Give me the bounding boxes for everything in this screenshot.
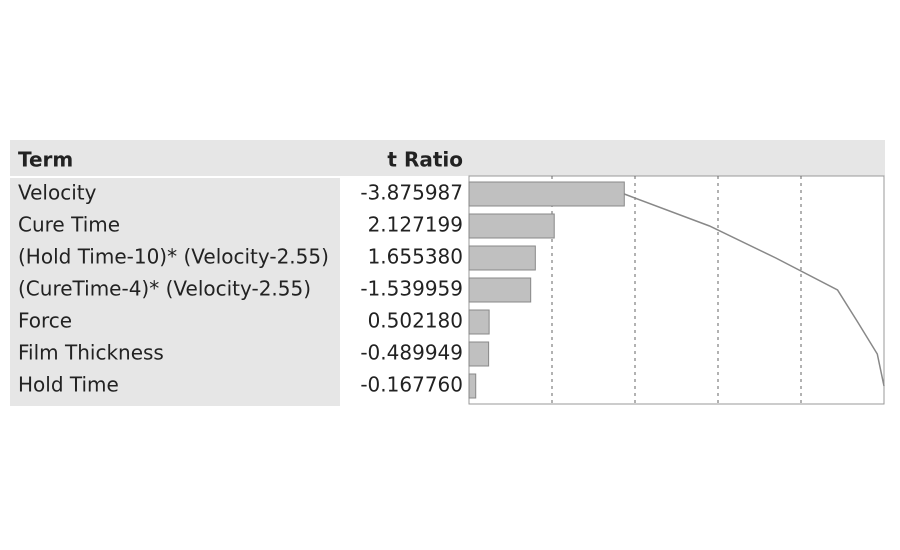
t-ratio: 1.655380 <box>368 245 463 269</box>
bar <box>468 309 490 335</box>
t-ratio: -0.167760 <box>360 373 463 397</box>
t-ratio: 0.502180 <box>368 309 463 333</box>
t-ratio: -3.875987 <box>360 181 463 205</box>
term-label: Hold Time <box>18 373 119 397</box>
term-label: Cure Time <box>18 213 120 237</box>
bar <box>468 341 490 367</box>
t-ratio: -1.539959 <box>360 277 463 301</box>
bar <box>468 277 532 303</box>
t-ratio: -0.489949 <box>360 341 463 365</box>
term-label: (CureTime-4)* (Velocity-2.55) <box>18 277 311 301</box>
bar <box>468 373 477 399</box>
plot-frame <box>468 175 885 405</box>
header-band <box>10 140 885 176</box>
column-header: Term <box>18 148 73 172</box>
cumulative-curve <box>624 193 885 387</box>
term-label: Film Thickness <box>18 341 164 365</box>
term-column <box>10 178 340 406</box>
column-header: t Ratio <box>387 148 463 172</box>
bar <box>468 181 625 207</box>
t-ratio: 2.127199 <box>368 213 463 237</box>
term-label: Velocity <box>18 181 97 205</box>
bar <box>468 213 555 239</box>
term-label: Force <box>18 309 72 333</box>
bar <box>468 245 536 271</box>
term-label: (Hold Time-10)* (Velocity-2.55) <box>18 245 329 269</box>
